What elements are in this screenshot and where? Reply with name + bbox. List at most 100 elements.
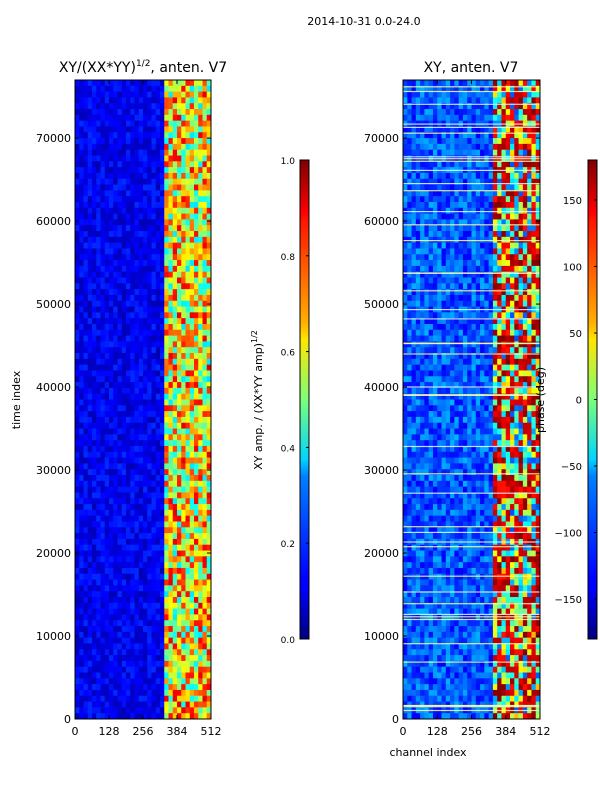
heatmap-cell: [411, 289, 417, 296]
heatmap-cell: [189, 498, 195, 505]
heatmap-cell: [172, 701, 178, 708]
heatmap-cell: [100, 172, 106, 180]
heatmap-cell: [160, 643, 165, 650]
heatmap-cell: [407, 300, 413, 308]
heatmap-cell: [109, 701, 114, 708]
heatmap-cell: [109, 533, 114, 540]
heatmap-cell: [117, 440, 123, 447]
heatmap-cell: [92, 422, 97, 430]
heatmap-cell: [96, 434, 102, 441]
heatmap-cell: [164, 399, 170, 406]
heatmap-cell: [450, 161, 455, 168]
heatmap-cell: [168, 312, 174, 319]
heatmap-cell: [160, 178, 165, 186]
heatmap-cell: [160, 277, 165, 284]
heatmap-cell: [104, 353, 110, 360]
heatmap-cell: [518, 103, 524, 110]
left-colorbar-label-main: XY amp. / (XX*YY amp): [252, 343, 265, 470]
heatmap-cell: [475, 149, 481, 157]
heatmap-cell: [480, 312, 485, 319]
heatmap-cell: [194, 312, 199, 319]
heatmap-cell: [535, 161, 540, 168]
heatmap-cell: [130, 411, 136, 418]
heatmap-cell: [134, 236, 140, 244]
heatmap-cell: [462, 254, 468, 261]
heatmap-cell: [194, 515, 199, 523]
heatmap-cell: [403, 312, 408, 319]
heatmap-cell: [181, 457, 187, 464]
heatmap-cell: [420, 103, 426, 110]
heatmap-cell: [100, 631, 106, 639]
heatmap-cell: [164, 114, 170, 122]
heatmap-cell: [403, 213, 408, 221]
heatmap-cell: [480, 277, 485, 284]
heatmap-cell: [194, 172, 199, 180]
heatmap-cell: [104, 626, 110, 633]
heatmap-cell: [480, 80, 485, 87]
heatmap-cell: [134, 103, 140, 110]
heatmap-cell: [202, 515, 208, 523]
heatmap-cell: [87, 486, 93, 494]
heatmap-cell: [189, 585, 195, 592]
heatmap-cell: [172, 445, 178, 453]
heatmap-cell: [202, 190, 208, 197]
heatmap-cell: [75, 277, 80, 284]
heatmap-cell: [92, 713, 97, 719]
heatmap-cell: [121, 277, 127, 284]
heatmap-cell: [403, 242, 408, 250]
heatmap-cell: [194, 329, 199, 337]
heatmap-cell: [121, 323, 127, 331]
heatmap-cell: [83, 265, 89, 273]
heatmap-cell: [424, 219, 430, 226]
heatmap-cell: [185, 190, 191, 197]
heatmap-cell: [121, 231, 127, 238]
heatmap-cell: [104, 114, 110, 122]
heatmap-cell: [420, 91, 426, 99]
heatmap-cell: [151, 289, 157, 296]
heatmap-cell: [510, 318, 515, 325]
heatmap-cell: [100, 695, 106, 703]
heatmap-cell: [510, 184, 515, 191]
heatmap-cell: [194, 684, 199, 691]
heatmap-cell: [155, 631, 161, 639]
heatmap-cell: [527, 114, 533, 122]
heatmap-cell: [454, 103, 460, 110]
heatmap-cell: [117, 103, 123, 110]
heatmap-cell: [514, 103, 520, 110]
heatmap-cell: [130, 80, 136, 87]
heatmap-cell: [415, 225, 421, 232]
heatmap-cell: [492, 312, 498, 319]
heatmap-cell: [458, 190, 464, 197]
heatmap-cell: [75, 411, 80, 418]
heatmap-cell: [172, 550, 178, 557]
heatmap-cell: [185, 550, 191, 557]
heatmap-cell: [168, 201, 174, 209]
heatmap-cell: [497, 225, 503, 232]
heatmap-cell: [75, 544, 80, 552]
heatmap-cell: [514, 126, 520, 133]
heatmap-cell: [117, 126, 123, 133]
heatmap-cell: [189, 80, 195, 87]
heatmap-cell: [92, 701, 97, 708]
heatmap-cell: [510, 323, 515, 331]
heatmap-cell: [514, 161, 520, 168]
heatmap-cell: [198, 649, 204, 656]
heatmap-cell: [121, 399, 127, 406]
heatmap-cell: [471, 114, 477, 122]
heatmap-cell: [134, 521, 140, 528]
heatmap-cell: [189, 225, 195, 232]
heatmap-cell: [83, 492, 89, 499]
heatmap-cell: [484, 190, 490, 197]
heatmap-cell: [164, 550, 170, 557]
heatmap-cell: [138, 358, 144, 366]
heatmap-cell: [202, 370, 208, 377]
heatmap-cell: [79, 440, 85, 447]
heatmap-cell: [522, 114, 528, 122]
heatmap-cell: [189, 300, 195, 308]
heatmap-cell: [109, 411, 114, 418]
heatmap-cell: [130, 231, 136, 238]
heatmap-cell: [138, 341, 144, 348]
heatmap-cell: [134, 341, 140, 348]
heatmap-cell: [518, 312, 524, 319]
heatmap-cell: [194, 91, 199, 99]
